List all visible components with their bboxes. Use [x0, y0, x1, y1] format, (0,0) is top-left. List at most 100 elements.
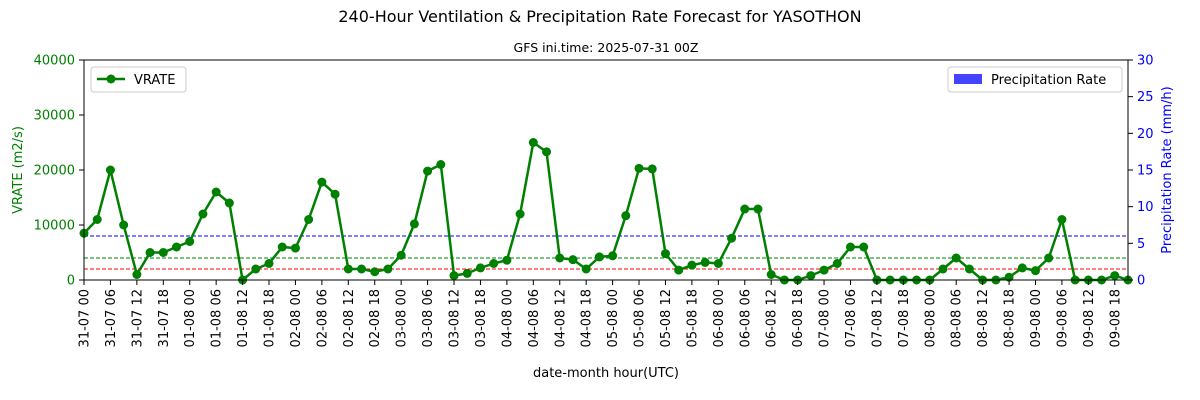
y-axis-left-label: VRATE (m2/s)	[11, 126, 26, 214]
vrate-point	[132, 270, 142, 279]
x-tick-label: 02-08 06	[315, 289, 330, 347]
vrate-point	[317, 177, 327, 187]
vrate-point	[1044, 253, 1054, 263]
vrate-point	[172, 242, 182, 252]
legend-precip-label: Precipitation Rate	[991, 73, 1106, 88]
x-tick-label: 02-08 18	[368, 289, 383, 347]
x-tick-label: 31-07 00	[78, 289, 93, 347]
x-tick-label: 05-08 12	[659, 289, 674, 347]
y-left-tick-label: 20000	[34, 164, 75, 179]
vrate-point	[409, 219, 419, 229]
vrate-point	[753, 204, 763, 214]
vrate-point	[330, 189, 340, 199]
vrate-point	[951, 253, 961, 263]
x-tick-label: 02-08 00	[289, 289, 304, 347]
vrate-point	[964, 264, 974, 274]
x-tick-label: 05-08 00	[606, 289, 621, 347]
vrate-point	[647, 164, 657, 174]
legend-precip-swatch	[954, 74, 982, 84]
vrate-point	[594, 252, 604, 262]
vrate-point	[621, 211, 631, 221]
vrate-point	[211, 187, 221, 197]
legend-precip-box	[947, 66, 1123, 93]
x-tick-label: 04-08 00	[500, 289, 515, 347]
x-tick-label: 05-08 18	[685, 289, 700, 347]
vrate-series-line	[83, 141, 1129, 282]
x-tick-label: 01-08 06	[210, 289, 225, 347]
x-tick-label: 03-08 00	[395, 289, 410, 347]
x-tick-label: 06-08 06	[738, 289, 753, 347]
vrate-point	[185, 237, 195, 246]
y-right-tick-label: 10	[1137, 200, 1154, 215]
vrate-point	[462, 268, 472, 278]
x-tick-label: 31-07 12	[130, 289, 145, 347]
vrate-point	[105, 165, 115, 175]
y-left-tick-label: 10000	[34, 219, 75, 234]
legend-vrate-box	[90, 66, 187, 93]
vrate-point	[845, 242, 855, 252]
vrate-point	[251, 264, 261, 274]
legend-vrate: VRATE	[90, 66, 187, 93]
plot-frame	[83, 59, 1129, 281]
vrate-point	[687, 260, 697, 270]
vrate-point	[766, 270, 776, 279]
x-tick-label: 05-08 06	[633, 289, 648, 347]
x-tick-label: 08-08 00	[923, 289, 938, 347]
vrate-point	[277, 242, 287, 252]
vrate-point	[568, 255, 578, 265]
x-tick-label: 04-08 18	[580, 289, 595, 347]
y-left-tick-label: 0	[67, 274, 75, 289]
x-tick-label: 07-08 06	[844, 289, 859, 347]
y-right-tick-label: 0	[1137, 274, 1145, 289]
vrate-point	[449, 271, 459, 281]
vrate-point	[264, 259, 274, 268]
vrate-point	[92, 215, 102, 224]
vrate-point	[528, 138, 538, 147]
vrate-point	[634, 163, 644, 173]
vrate-point	[502, 255, 512, 265]
x-tick-label: 03-08 12	[448, 289, 463, 347]
vrate-point	[515, 209, 525, 219]
vrate-point	[581, 264, 591, 274]
vrate-point	[806, 271, 816, 281]
x-tick-label: 09-08 06	[1055, 289, 1070, 347]
y-right-tick-label: 15	[1137, 164, 1154, 179]
x-tick-label: 06-08 00	[712, 289, 727, 347]
y-axis-right-label: Precipitation Rate (mm/h)	[1160, 86, 1175, 253]
x-tick-label: 04-08 12	[553, 289, 568, 347]
y-right-tick-label: 30	[1137, 54, 1154, 69]
x-tick-label: 09-08 00	[1029, 289, 1044, 347]
legend-precip: Precipitation Rate	[947, 66, 1123, 93]
vrate-point	[304, 215, 314, 224]
x-tick-label: 31-07 18	[157, 289, 172, 347]
vrate-point	[290, 243, 300, 253]
x-tick-label: 06-08 18	[791, 289, 806, 347]
vrate-point	[713, 259, 723, 268]
legend-vrate-marker	[106, 74, 116, 84]
vrate-point	[436, 160, 446, 169]
x-tick-label: 07-08 12	[870, 289, 885, 347]
plot-area	[79, 138, 1133, 285]
y-right-tick-label: 25	[1137, 90, 1154, 105]
vrate-point	[158, 248, 168, 257]
vrate-point	[674, 265, 684, 275]
vrate-point	[819, 265, 829, 275]
vrate-point	[740, 204, 750, 214]
vrate-point	[198, 209, 208, 219]
y-right-tick-label: 5	[1137, 237, 1145, 252]
vrate-point	[727, 233, 737, 243]
chart-subtitle: GFS ini.time: 2025-07-31 00Z	[514, 40, 699, 55]
x-tick-label: 03-08 06	[421, 289, 436, 347]
x-tick-label: 01-08 12	[236, 289, 251, 347]
vrate-point	[119, 220, 129, 230]
vrate-point	[396, 250, 406, 260]
vrate-point	[700, 257, 710, 267]
vrate-point	[542, 147, 552, 157]
y-right-tick-label: 20	[1137, 127, 1154, 142]
vrate-point	[938, 264, 948, 274]
x-tick-label: 07-08 00	[818, 289, 833, 347]
x-tick-label: 07-08 18	[897, 289, 912, 347]
x-tick-label: 08-08 06	[950, 289, 965, 347]
vrate-point	[1017, 263, 1027, 273]
